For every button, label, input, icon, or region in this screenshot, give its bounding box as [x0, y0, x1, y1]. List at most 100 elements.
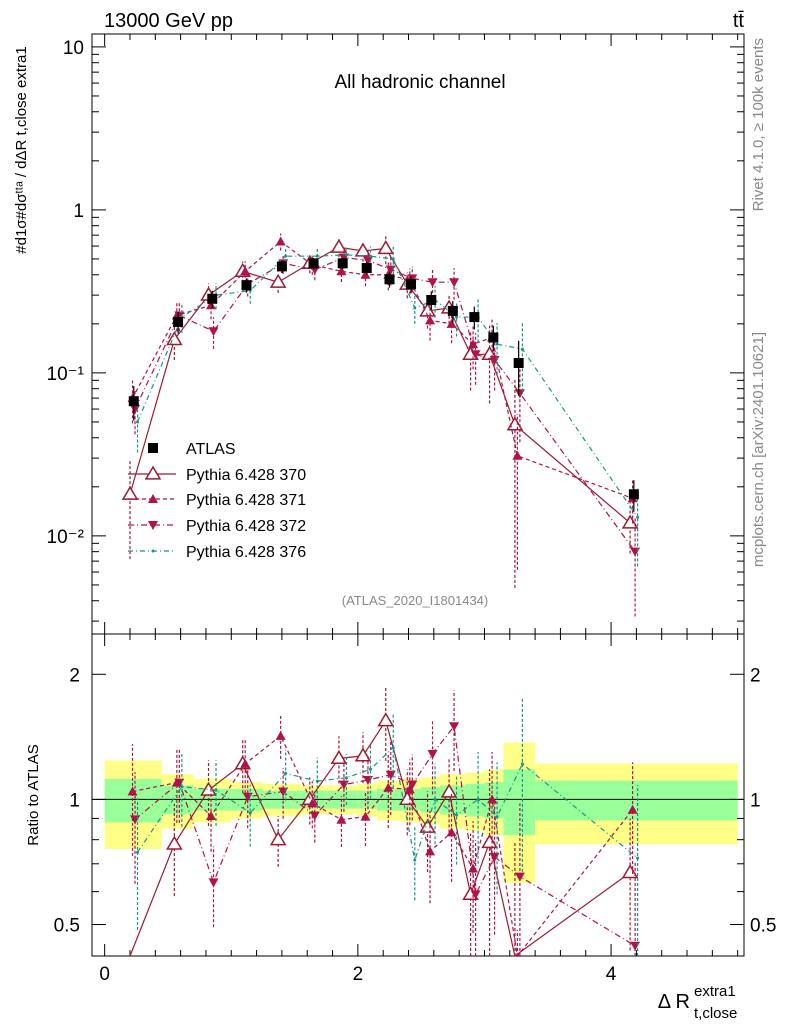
- p376-ratio-line: [137, 746, 638, 863]
- p370-point: [144, 465, 162, 480]
- p376-point: [151, 549, 155, 553]
- p371-point: [627, 804, 638, 814]
- p376-point: [248, 811, 252, 815]
- x-axis-label-main: Δ R: [658, 991, 690, 1013]
- p372-point: [427, 750, 438, 760]
- x-axis-label-sup: extra1: [694, 983, 736, 1000]
- p371-point: [240, 266, 251, 276]
- analysis-id: (ATLAS_2020_I1801434): [342, 593, 488, 608]
- p372-point: [427, 278, 438, 288]
- p372-point: [449, 722, 460, 732]
- p372-point: [208, 878, 219, 888]
- p376-point: [315, 254, 319, 258]
- atlas-point: [447, 305, 458, 316]
- p372-point: [514, 872, 525, 882]
- p371-line: [131, 240, 633, 499]
- atlas-point: [337, 258, 348, 269]
- p370-point: [377, 239, 395, 255]
- atlas-point: [308, 258, 319, 269]
- p376-point: [455, 315, 459, 319]
- p371-point: [425, 846, 436, 856]
- p376-point: [315, 779, 319, 783]
- main-y-tick-1: 1: [73, 201, 84, 222]
- p370-point: [200, 781, 217, 796]
- main-y-tick-0.1: 10⁻¹: [47, 364, 85, 385]
- p376-point: [284, 254, 288, 258]
- p370-point: [481, 833, 498, 849]
- p376-point: [455, 813, 459, 817]
- p371-point: [240, 758, 251, 768]
- p372-point: [470, 350, 481, 360]
- p371-point: [336, 266, 347, 276]
- band-stat: [503, 769, 536, 836]
- p371-point: [404, 784, 415, 794]
- p376-point: [520, 762, 524, 766]
- p372-point: [449, 278, 460, 288]
- p371-point: [425, 315, 436, 325]
- legend-p370: Pythia 6.428 370: [186, 467, 306, 484]
- atlas-point: [128, 396, 139, 407]
- p371-point: [468, 863, 479, 873]
- p370-point: [330, 238, 348, 253]
- p371-point: [360, 269, 371, 279]
- atlas-point: [406, 279, 417, 290]
- p376-point: [136, 850, 140, 854]
- p376-point: [391, 257, 395, 261]
- p370-point: [621, 514, 639, 529]
- p371-point: [487, 794, 498, 804]
- p376-point: [284, 771, 288, 775]
- p371-point: [468, 339, 479, 349]
- p371-point: [206, 810, 217, 820]
- p371-point: [275, 730, 286, 740]
- ratio-plot-frame: [91, 633, 745, 957]
- x-axis-label-sub: t,close: [694, 1005, 737, 1022]
- atlas-point: [241, 280, 252, 291]
- p372-point: [362, 256, 373, 266]
- p372-point: [130, 405, 141, 415]
- x-tick-label-0: 0: [99, 964, 110, 985]
- p372-point: [174, 311, 185, 321]
- p370-point: [166, 835, 183, 850]
- band-stat: [465, 783, 485, 817]
- p372-point: [385, 770, 396, 780]
- p376-point: [520, 347, 524, 351]
- p370-point: [269, 831, 287, 846]
- p370-point: [377, 712, 395, 727]
- main-y-tick-0.01: 10⁻²: [47, 527, 85, 548]
- p376-point: [413, 858, 417, 862]
- band-stat: [535, 780, 738, 821]
- p370-ratio-line: [129, 719, 631, 958]
- data-series: [121, 233, 641, 617]
- side-label-top: Rivet 4.1.0, ≥ 100k events: [750, 38, 767, 211]
- atlas-point: [207, 293, 218, 304]
- side-label-bottom: mcplots.cern.ch [arXiv:2401.10621]: [750, 332, 767, 567]
- ratio-y-tick-1: 1: [69, 790, 80, 811]
- legend-p376: Pythia 6.428 376: [186, 544, 306, 561]
- p371-point: [512, 450, 523, 460]
- p370-point: [440, 783, 458, 798]
- p372-point: [148, 521, 158, 530]
- p376-point: [495, 815, 499, 819]
- atlas-point: [426, 295, 437, 306]
- p371-point: [275, 236, 286, 246]
- p376-point: [214, 788, 218, 792]
- ratio-y-tick-0.5-right: 0.5: [750, 916, 776, 937]
- atlas-point: [173, 317, 184, 328]
- ratio-y-tick-0.5: 0.5: [54, 916, 80, 937]
- p370-line: [129, 246, 631, 524]
- p370-point: [354, 747, 372, 762]
- y-axis-label-ratio: Ratio to ATLAS: [25, 744, 42, 845]
- p372-ratio-line: [134, 724, 636, 947]
- p370-point: [121, 485, 139, 500]
- atlas-point: [628, 489, 639, 500]
- p376-point: [344, 776, 348, 780]
- atlas-point: [148, 443, 158, 453]
- legend: ATLAS Pythia 6.428 370 Pythia 6.428 371 …: [128, 441, 306, 561]
- p372-point: [514, 389, 525, 399]
- ratio-y-tick-2-right: 2: [750, 665, 761, 686]
- axis-ticks: [92, 34, 744, 956]
- p370-point: [330, 749, 348, 765]
- ratio-y-tick-1-right: 1: [750, 790, 761, 811]
- ratio-series: [127, 687, 641, 958]
